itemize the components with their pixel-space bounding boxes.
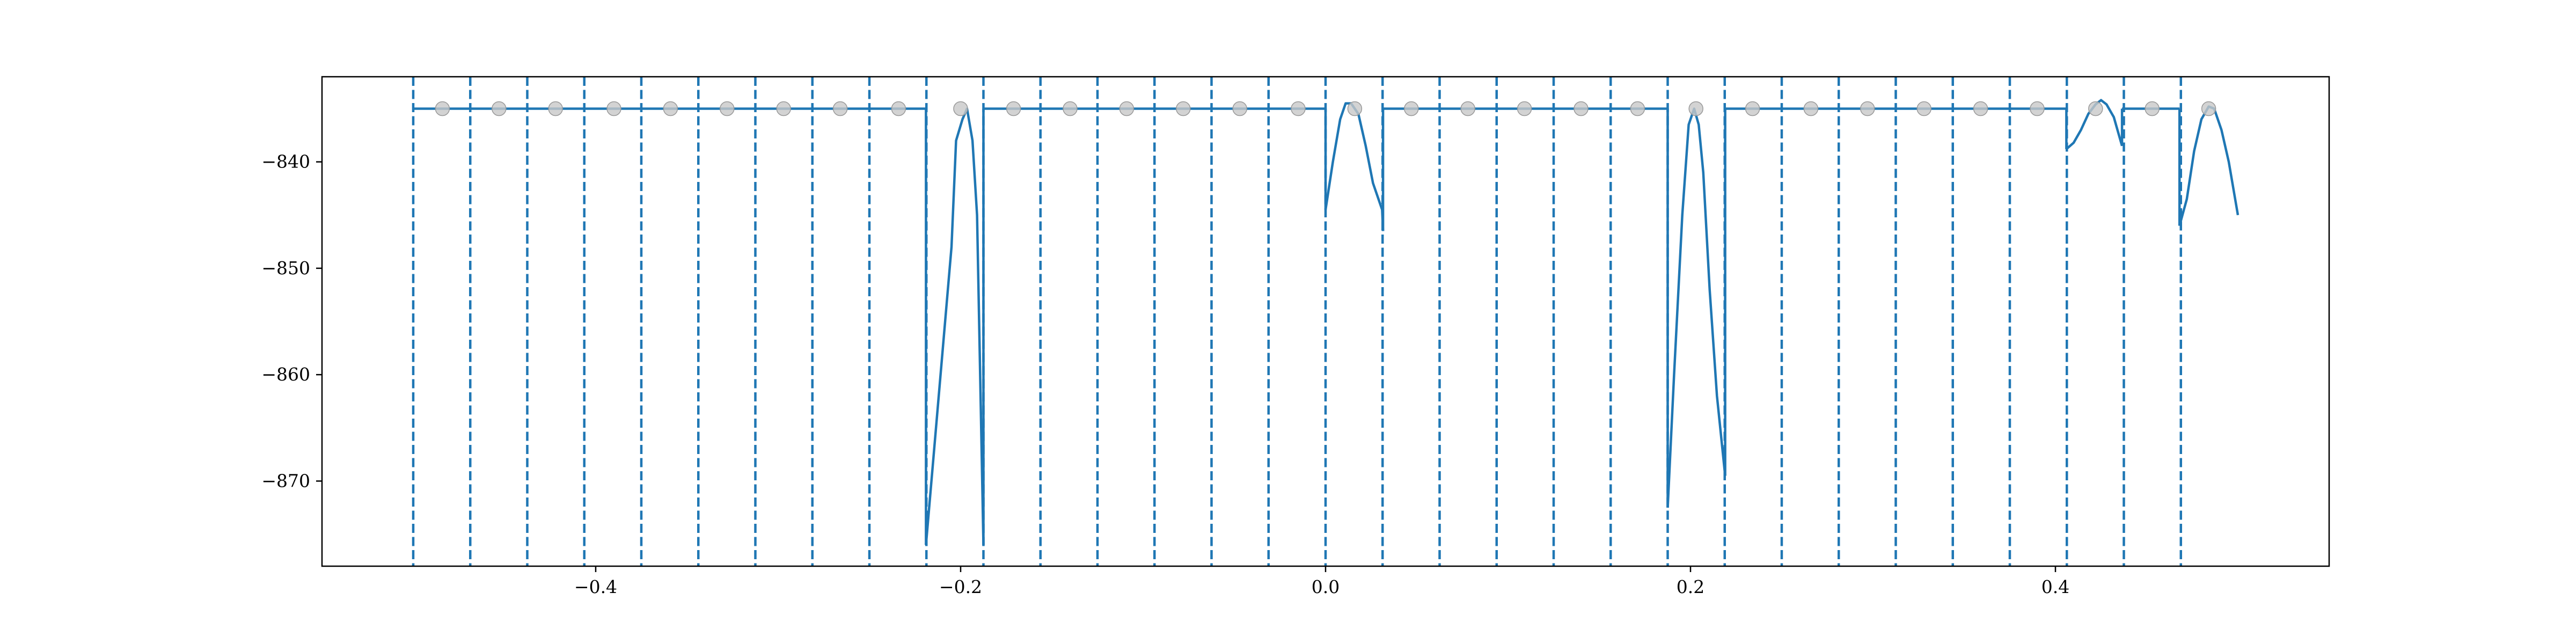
marker-27 <box>1973 101 1988 116</box>
y-tick-label-3: −870 <box>261 470 310 491</box>
marker-1 <box>492 101 507 116</box>
marker-7 <box>832 101 848 116</box>
marker-13 <box>1176 101 1191 116</box>
marker-28 <box>2030 101 2045 116</box>
x-tick-label-2: 0.0 <box>1312 576 1340 597</box>
marker-21 <box>1630 101 1645 116</box>
marker-30 <box>2145 101 2160 116</box>
marker-29 <box>2088 101 2103 116</box>
x-axis-ticks: −0.4 −0.2 0.0 0.2 0.4 <box>574 566 2069 597</box>
x-tick-label-4: 0.4 <box>2041 576 2069 597</box>
y-tick-label-1: −850 <box>261 258 310 279</box>
marker-15 <box>1291 101 1306 116</box>
marker-3 <box>606 101 621 116</box>
series-0-segment-1 <box>925 107 985 545</box>
marker-25 <box>1860 101 1875 116</box>
marker-14 <box>1232 101 1247 116</box>
marker-23 <box>1745 101 1760 116</box>
x-tick-label-3: 0.2 <box>1677 576 1704 597</box>
marker-17 <box>1404 101 1419 116</box>
marker-4 <box>663 101 678 116</box>
marker-10 <box>1006 101 1021 116</box>
marker-11 <box>1063 101 1078 116</box>
marker-6 <box>776 101 791 116</box>
marker-26 <box>1916 101 1931 116</box>
y-tick-label-0: −840 <box>261 151 310 172</box>
x-tick-label-0: −0.4 <box>574 576 617 597</box>
marker-19 <box>1517 101 1532 116</box>
marker-16 <box>1347 101 1363 116</box>
marker-31 <box>2201 101 2216 116</box>
marker-22 <box>1688 101 1703 116</box>
marker-8 <box>891 101 906 116</box>
marker-20 <box>1574 101 1589 116</box>
marker-9 <box>953 101 968 116</box>
marker-2 <box>548 101 563 116</box>
series-0-segment-5 <box>1666 107 1726 508</box>
marker-0 <box>435 101 450 116</box>
y-axis-ticks: −840 −850 −860 −870 <box>261 151 322 491</box>
markers <box>435 101 2216 116</box>
x-tick-label-1: −0.2 <box>939 576 982 597</box>
marker-24 <box>1803 101 1819 116</box>
marker-12 <box>1119 101 1135 116</box>
y-tick-label-2: −860 <box>261 364 310 385</box>
marker-18 <box>1460 101 1475 116</box>
marker-5 <box>720 101 735 116</box>
plot-area <box>412 77 2240 566</box>
